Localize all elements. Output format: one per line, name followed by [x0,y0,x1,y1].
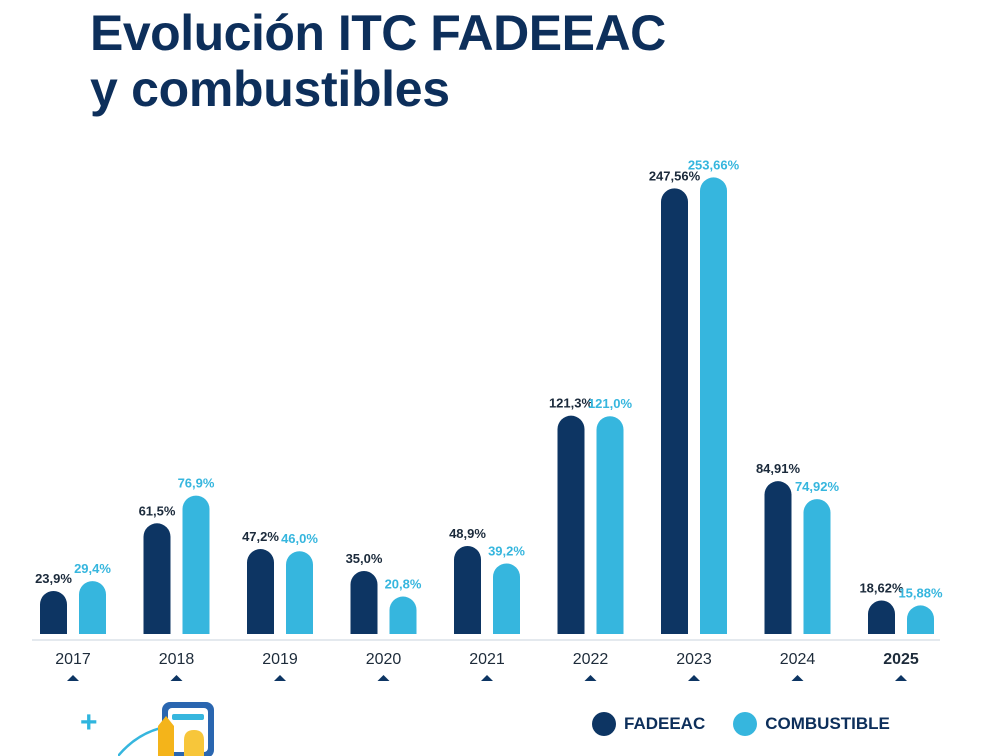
legend-item-combustible: COMBUSTIBLE [733,712,890,736]
title-bold: Evolución [90,5,325,61]
bar-fadeeac-2023 [661,188,688,634]
data-label-fadeeac-2023: 247,56% [649,168,701,183]
x-tick-marker-2022 [584,675,597,681]
data-label-combustible-2021: 39,2% [488,543,525,558]
bar-fadeeac-2017 [40,590,67,634]
data-label-combustible-2024: 74,92% [795,479,840,494]
legend-swatch-combustible [733,712,758,736]
legend-item-fadeeac: FADEEAC [592,712,705,736]
x-tick-marker-2024 [791,675,804,681]
data-label-combustible-2022: 121,0% [588,396,633,411]
x-tick-marker-2025 [895,675,907,681]
bar-combustible-2023 [700,177,727,635]
data-label-fadeeac-2021: 48,9% [449,526,486,541]
data-label-combustible-2020: 20,8% [385,577,422,592]
x-tick-label-2022: 2022 [573,651,609,668]
data-label-fadeeac-2024: 84,91% [756,461,801,476]
x-tick-label-2018: 2018 [159,651,195,668]
bar-chart: 23,9%29,4% 2017 61,5%76,9% 2018 47,2% 46,0% 20… [32,157,943,681]
bar-combustible-2022 [596,416,624,634]
x-tick-marker-2020 [377,675,390,681]
data-label-combustible-2017: 29,4% [74,561,111,576]
data-label-fadeeac-2022: 121,3% [549,396,594,411]
legend-label-combustible: COMBUSTIBLE [765,714,890,733]
x-tick-label-2024: 2024 [780,651,816,668]
x-tick-marker-2019 [274,675,286,681]
data-label-combustible-2018: 76,9% [178,476,215,491]
x-tick-label-2017: 2017 [55,651,91,668]
x-tick-label-2025: 2025 [883,651,919,668]
legend: FADEEAC COMBUSTIBLE [592,712,904,736]
bar-fadeeac-2020 [350,571,378,634]
bar-combustible-2021 [493,563,520,634]
data-label-fadeeac-2017: 23,9% [35,571,72,586]
truck-fuel-illustration-icon [118,702,214,756]
bar-fadeeac-2019 [247,549,274,634]
data-label-fadeeac-2018: 61,5% [139,503,176,518]
title-line-2: y combustibles [90,61,450,117]
title-line-1: Evolución ITC FADEEAC [90,8,666,58]
x-tick-label-2019: 2019 [262,651,298,668]
title-rest: ITC FADEEAC [337,5,666,61]
bar-fadeeac-2024 [764,481,792,634]
bar-combustible-2018 [182,495,210,634]
bar-combustible-2019 [286,551,313,634]
data-label-combustible-2023: 253,66% [688,157,740,172]
x-tick-marker-2017 [67,675,79,681]
plus-icon: + [80,706,98,739]
data-label-fadeeac-2025: 18,62% [859,580,904,595]
x-tick-marker-2021 [481,675,493,681]
bar-combustible-2017 [79,581,106,634]
bar-combustible-2024 [803,499,831,634]
bar-fadeeac-2025 [868,600,895,634]
bar-fadeeac-2021 [454,545,481,634]
bar-fadeeac-2022 [557,415,585,634]
legend-swatch-fadeeac [592,712,616,736]
x-tick-marker-2023 [688,675,700,681]
x-tick-label-2023: 2023 [676,651,712,668]
bar-fadeeac-2018 [143,523,171,634]
data-label-combustible-2019: 46,0% [281,531,318,546]
bar-combustible-2025 [907,605,934,634]
chart-title: Evolución ITC FADEEAC y combustibles [90,8,666,114]
bar-combustible-2020 [389,596,417,634]
data-label-fadeeac-2020: 35,0% [346,551,383,566]
data-label-fadeeac-2019: 47,2% [242,529,279,544]
x-tick-label-2021: 2021 [469,651,505,668]
data-label-combustible-2025: 15,88% [898,585,943,600]
x-tick-label-2020: 2020 [366,651,402,668]
legend-label-fadeeac: FADEEAC [624,714,706,733]
x-tick-marker-2018 [170,675,183,681]
